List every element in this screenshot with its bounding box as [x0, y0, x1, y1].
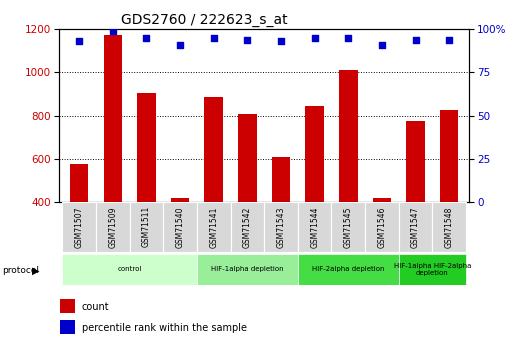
Bar — [406, 121, 425, 288]
Bar — [70, 164, 88, 288]
Bar — [205, 97, 223, 288]
Text: GSM71507: GSM71507 — [75, 206, 84, 248]
Bar — [197, 254, 298, 285]
Point — [142, 35, 150, 41]
Point — [378, 42, 386, 48]
Bar — [399, 202, 432, 252]
Bar — [230, 202, 264, 252]
Point — [411, 37, 420, 42]
Text: GSM71541: GSM71541 — [209, 206, 218, 247]
Point — [109, 28, 117, 34]
Bar — [197, 202, 230, 252]
Bar — [339, 70, 358, 288]
Point — [243, 37, 251, 42]
Bar — [399, 254, 466, 285]
Text: ▶: ▶ — [32, 266, 40, 276]
Text: protocol: protocol — [3, 266, 40, 275]
Bar — [130, 202, 163, 252]
Text: GSM71511: GSM71511 — [142, 206, 151, 247]
Bar — [272, 157, 290, 288]
Text: HIF-2alpha depletion: HIF-2alpha depletion — [312, 266, 385, 272]
Point — [310, 35, 319, 41]
Text: GSM71546: GSM71546 — [378, 206, 386, 248]
Text: GSM71543: GSM71543 — [277, 206, 286, 248]
Text: control: control — [117, 266, 142, 272]
Text: GDS2760 / 222623_s_at: GDS2760 / 222623_s_at — [121, 13, 287, 27]
Point — [75, 39, 83, 44]
Bar — [305, 106, 324, 288]
Text: GSM71545: GSM71545 — [344, 206, 353, 248]
Bar — [60, 320, 75, 334]
Bar — [298, 202, 331, 252]
Bar — [372, 197, 391, 288]
Point — [176, 42, 184, 48]
Text: GSM71540: GSM71540 — [175, 206, 185, 248]
Text: HIF-1alpha HIF-2alpha
depletion: HIF-1alpha HIF-2alpha depletion — [393, 263, 471, 276]
Bar — [264, 202, 298, 252]
Bar — [331, 202, 365, 252]
Text: HIF-1alpha depletion: HIF-1alpha depletion — [211, 266, 284, 272]
Bar — [171, 197, 189, 288]
Text: GSM71509: GSM71509 — [108, 206, 117, 248]
Bar — [238, 115, 256, 288]
Bar — [298, 254, 399, 285]
Bar — [432, 202, 466, 252]
Bar — [63, 254, 197, 285]
Text: count: count — [82, 302, 109, 312]
Text: GSM71548: GSM71548 — [445, 206, 453, 247]
Bar — [137, 93, 156, 288]
Text: percentile rank within the sample: percentile rank within the sample — [82, 323, 247, 333]
Point — [344, 35, 352, 41]
Bar — [365, 202, 399, 252]
Point — [445, 37, 453, 42]
Bar — [440, 110, 459, 288]
Bar — [60, 299, 75, 313]
Bar — [96, 202, 130, 252]
Bar — [163, 202, 197, 252]
Point — [210, 35, 218, 41]
Text: GSM71547: GSM71547 — [411, 206, 420, 248]
Text: GSM71544: GSM71544 — [310, 206, 319, 248]
Bar — [63, 202, 96, 252]
Text: GSM71542: GSM71542 — [243, 206, 252, 247]
Bar — [104, 35, 122, 288]
Point — [277, 39, 285, 44]
